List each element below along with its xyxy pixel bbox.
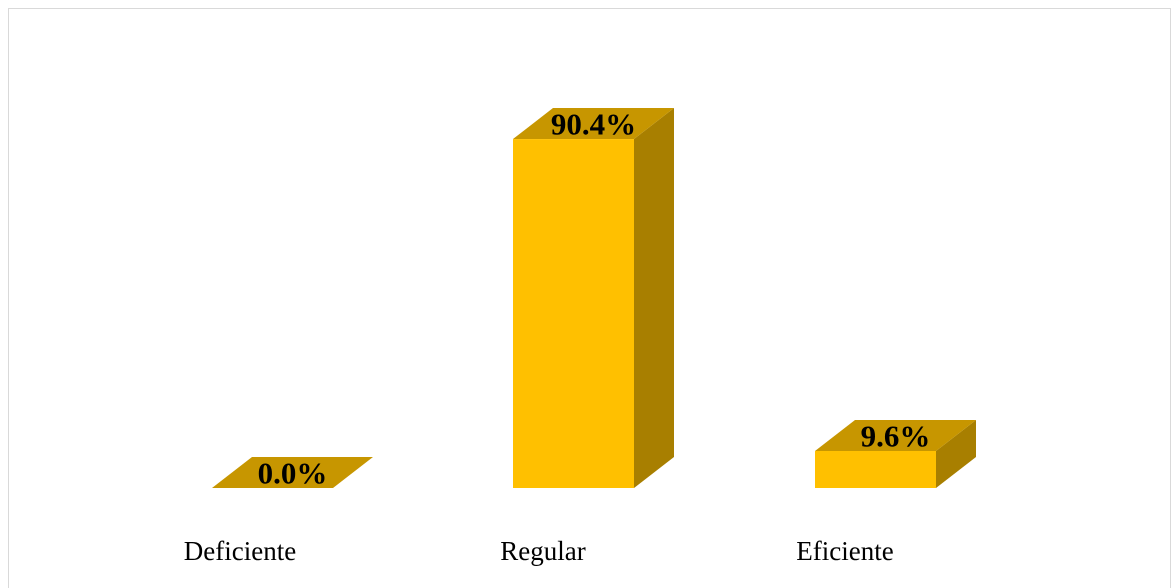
bar-top-face: [212, 457, 373, 488]
data-label: 9.6%: [861, 418, 931, 453]
data-label: 90.4%: [551, 107, 636, 142]
category-labels-layer: Deficiente Regular Eficiente: [184, 536, 894, 566]
bar-deficiente: [212, 457, 373, 488]
bar-front-face: [815, 450, 936, 488]
bars-layer: [212, 108, 976, 488]
category-label: Regular: [500, 536, 585, 566]
bar-eficiente: [815, 419, 976, 488]
data-labels-layer: 0.0% 90.4% 9.6%: [258, 107, 931, 491]
bar-top-face: [815, 419, 976, 451]
category-label: Eficiente: [796, 536, 893, 566]
category-label: Deficiente: [184, 536, 296, 566]
bar-regular: [513, 108, 674, 488]
bar-side-face: [634, 108, 674, 488]
bar-front-face: [513, 139, 634, 488]
bar-top-face: [513, 108, 674, 140]
bar-side-face: [936, 419, 976, 488]
data-label: 0.0%: [258, 456, 328, 491]
